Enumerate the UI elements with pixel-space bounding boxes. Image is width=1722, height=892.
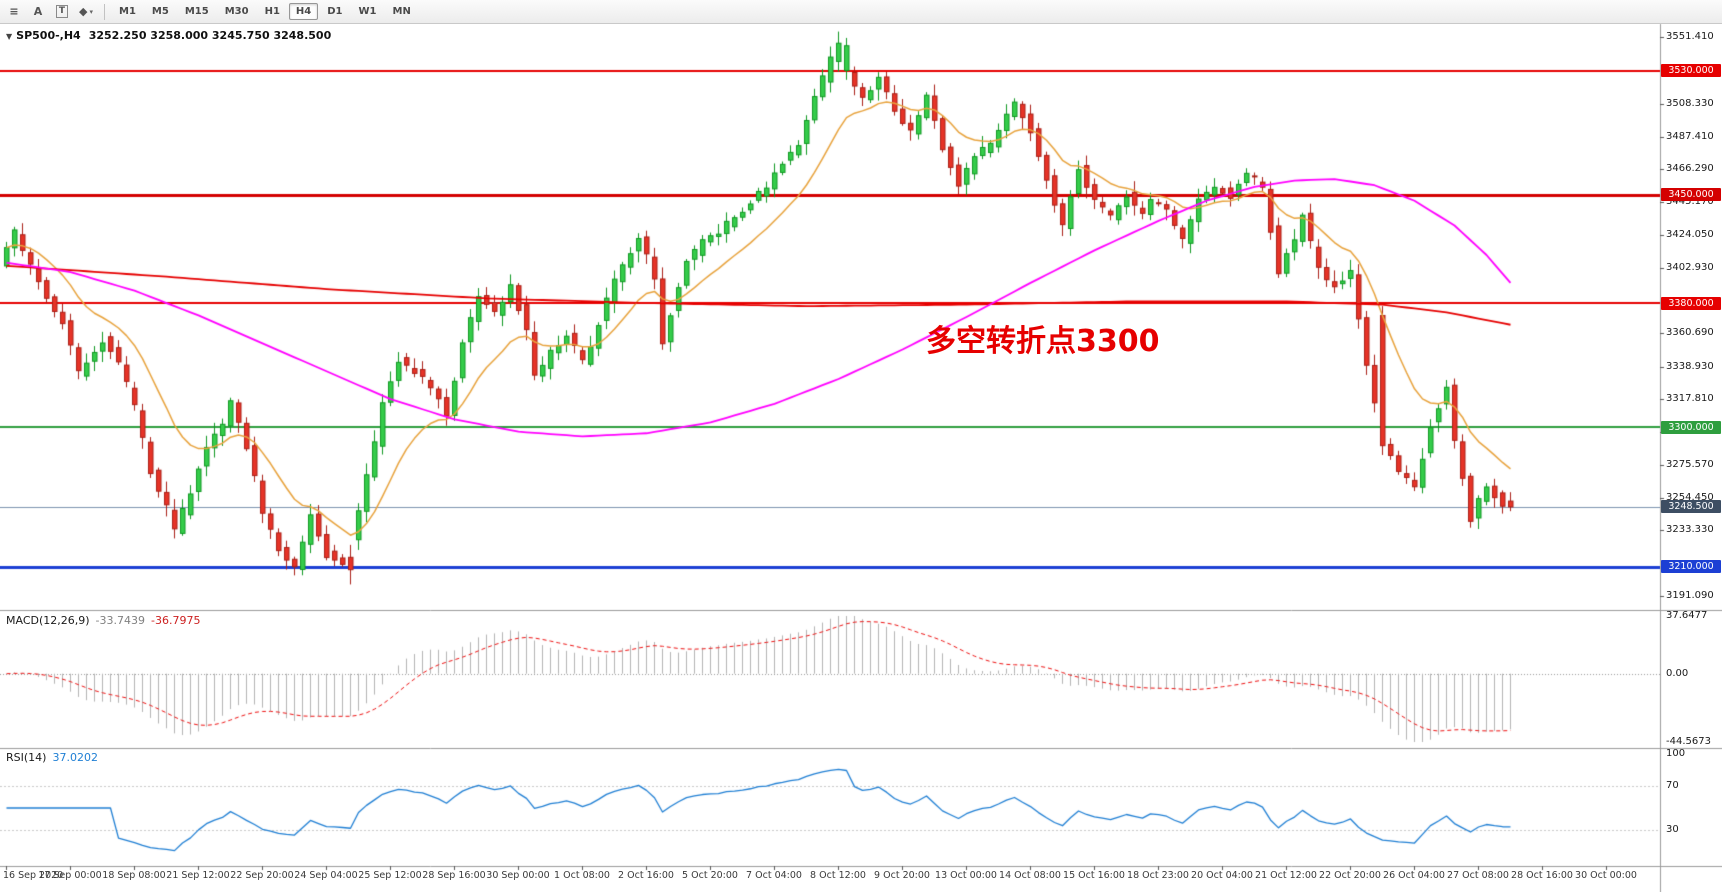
timeframe-m5[interactable]: M5: [151, 6, 169, 17]
collapse-caret-icon[interactable]: ▼: [6, 32, 13, 41]
pane-splitter-rsi[interactable]: [0, 746, 1722, 750]
timeframe-m30[interactable]: M30: [224, 6, 249, 17]
macd-label: MACD(12,26,9) -33.7439 -36.7975: [6, 614, 200, 627]
toolbar-separator: [104, 3, 105, 20]
timeframe-m1[interactable]: M1: [119, 6, 136, 17]
timeframe-mn[interactable]: MN: [392, 6, 411, 17]
rsi-label: RSI(14) 37.0202: [6, 751, 98, 764]
annotation-text: 多空转折点3300: [926, 324, 1160, 359]
timeframe-h1[interactable]: H1: [264, 6, 280, 17]
chart-list-icon[interactable]: ≡: [3, 1, 25, 22]
chart-list-icon-glyph: ≡: [9, 5, 19, 18]
macd-signal-value: -36.7975: [151, 614, 201, 627]
timeframe-h4[interactable]: H4: [288, 3, 319, 20]
toolbar-icons: ≡ A T ◆ ▾: [2, 1, 98, 22]
pane-splitter-macd[interactable]: [0, 608, 1722, 612]
macd-main-value: -33.7439: [95, 614, 146, 627]
timeframe-w1[interactable]: W1: [358, 6, 377, 17]
symbol-period-label: SP500-,H4: [16, 29, 81, 42]
dropdown-caret-icon: ▾: [89, 7, 93, 16]
ohlc-values: 3252.250 3258.000 3245.750 3248.500: [88, 29, 332, 42]
shapes-dropdown-icon[interactable]: ◆ ▾: [75, 1, 97, 22]
macd-name: MACD(12,26,9): [6, 614, 90, 627]
timeframe-d1[interactable]: D1: [327, 6, 343, 17]
timeframe-m15[interactable]: M15: [184, 6, 209, 17]
text-tool-icon[interactable]: T: [51, 1, 73, 22]
annotation-letter-icon-glyph: A: [33, 5, 43, 18]
text-tool-icon-glyph: T: [55, 5, 69, 18]
annotation-letter-icon[interactable]: A: [27, 1, 49, 22]
chart-header: ▼ SP500-,H4 3252.250 3258.000 3245.750 324…: [6, 29, 331, 42]
shapes-dropdown-icon-glyph: ◆: [79, 5, 88, 18]
timeframe-group: M1 M5 M15 M30 H1 H4 D1 W1 MN: [111, 3, 419, 20]
toolbar: ≡ A T ◆ ▾ M1 M5 M15 M30 H1 H4 D1 W1 MN: [0, 0, 1722, 24]
rsi-name: RSI(14): [6, 751, 47, 764]
rsi-value: 37.0202: [52, 751, 98, 764]
